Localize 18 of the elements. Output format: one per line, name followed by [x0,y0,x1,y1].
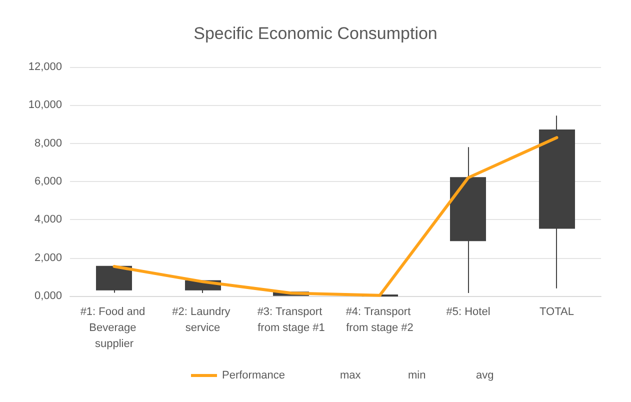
x-tick-label: #2: Laundry service [172,306,234,334]
y-tick-label: 0,000 [34,290,62,302]
y-tick-label: 10,000 [28,99,62,112]
y-tick-label: 12,000 [28,61,62,73]
legend-label: Performance [222,370,285,382]
chart-title: Specific Economic Consumption [194,24,438,43]
text: min [408,370,426,382]
y-tick-label: 2,000 [34,252,62,264]
text: max [340,370,362,382]
y-tick-label: 6,000 [34,176,62,188]
x-tick-label: TOTAL [540,306,574,318]
x-tick-label: #4: Transport from stage #2 [346,306,414,334]
x-tick-label: #5: Hotel [446,306,490,318]
text: avg [476,370,494,382]
y-tick-label: 4,000 [34,214,62,226]
x-tick-label: #3: Transport from stage #1 [257,306,326,334]
x-tick-label: #1: Food and Beverage supplier [80,306,148,350]
y-tick-label: 8,000 [34,137,62,150]
